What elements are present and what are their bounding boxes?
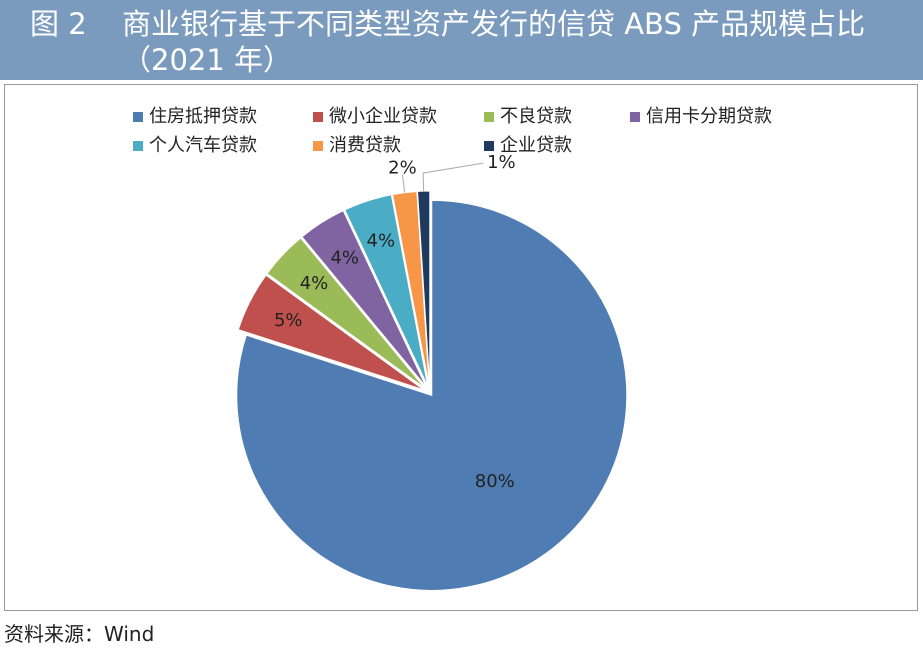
data-label: 2% xyxy=(388,158,417,179)
legend-label: 消费贷款 xyxy=(329,135,401,156)
legend-swatch xyxy=(484,112,494,122)
data-label: 4% xyxy=(367,231,396,252)
legend-swatch xyxy=(630,112,640,122)
pie-slice xyxy=(237,274,425,391)
chart-title: 商业银行基于不同类型资产发行的信贷 ABS 产品规模占比（2021 年） xyxy=(122,7,866,77)
legend-swatch xyxy=(313,112,323,122)
legend-label: 住房抵押贷款 xyxy=(149,106,257,127)
legend-swatch xyxy=(484,141,494,151)
chart-panel xyxy=(4,84,918,611)
data-label: 5% xyxy=(274,310,303,331)
legend-label: 微小企业贷款 xyxy=(329,106,437,127)
leader-line xyxy=(422,162,484,192)
legend-label: 个人汽车贷款 xyxy=(149,135,257,156)
legend-swatch xyxy=(133,141,143,151)
legend-swatch xyxy=(133,112,143,122)
data-label: 1% xyxy=(487,152,516,173)
pie-slice xyxy=(301,209,427,388)
data-label: 80% xyxy=(475,471,515,492)
leader-line xyxy=(401,174,406,193)
data-label: 4% xyxy=(330,248,359,269)
pie-slice xyxy=(236,199,628,591)
figure-label: 图 2 xyxy=(30,7,87,41)
pie-slice xyxy=(344,194,429,387)
source: 资料来源：Wind xyxy=(4,622,155,646)
data-label: 4% xyxy=(300,273,329,294)
legend-label: 企业贷款 xyxy=(500,135,572,156)
legend-label: 不良贷款 xyxy=(500,106,572,127)
header: 图 2 商业银行基于不同类型资产发行的信贷 ABS 产品规模占比（2021 年） xyxy=(0,0,923,80)
legend-label: 信用卡分期贷款 xyxy=(646,106,772,127)
legend-swatch xyxy=(313,141,323,151)
pie-slice xyxy=(266,237,426,389)
